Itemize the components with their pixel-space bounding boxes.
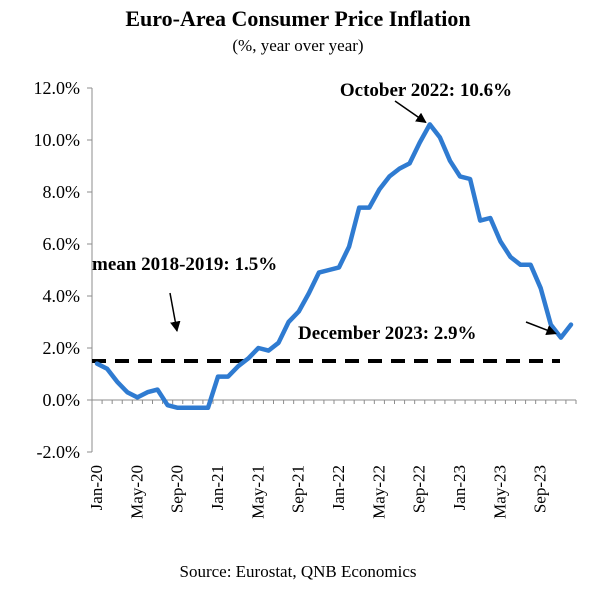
annotation-peak-label: October 2022: 10.6%	[340, 80, 512, 101]
annotation-mean-label: mean 2018-2019: 1.5%	[92, 254, 277, 275]
x-tick-label: Sep-21	[289, 465, 308, 513]
x-tick-label: Sep-22	[410, 465, 429, 513]
y-tick-label: 8.0%	[43, 182, 81, 202]
x-tick-label: Sep-20	[168, 465, 187, 513]
axes: 12.0% 10.0% 8.0% 6.0% 4.0% 2.0% 0.0% -2.0% Jan-2…	[34, 78, 577, 519]
x-tick-label: Sep-23	[531, 465, 550, 513]
x-tick-label: Jan-22	[329, 465, 348, 510]
chart-source: Source: Eurostat, QNB Economics	[179, 562, 417, 581]
x-tick-label: May-23	[490, 465, 509, 519]
x-tick-label: May-22	[369, 465, 388, 519]
x-tick-label: Jan-21	[208, 465, 227, 510]
inflation-series-line	[94, 122, 574, 411]
y-tick-label: 4.0%	[43, 286, 81, 306]
chart-subtitle: (%, year over year)	[232, 36, 364, 55]
x-tick-label: Jan-23	[450, 465, 469, 510]
annotation-mean-arrow	[169, 292, 181, 333]
x-tick-label: Jan-20	[87, 465, 106, 510]
x-tick-label: May-21	[248, 465, 267, 519]
annotation-dec-label: December 2023: 2.9%	[298, 323, 477, 344]
annotation-group: October 2022: 10.6% mean 2018-2019: 1.5% D…	[92, 80, 557, 344]
y-tick-label: 2.0%	[43, 338, 81, 358]
y-tick-label: 10.0%	[34, 130, 81, 150]
y-tick-label: 0.0%	[43, 390, 81, 410]
chart-title: Euro-Area Consumer Price Inflation	[125, 6, 471, 31]
annotation-dec-arrow	[525, 321, 557, 336]
annotation-peak-arrow	[394, 100, 427, 124]
y-tick-label: 6.0%	[43, 234, 81, 254]
y-tick-label: -2.0%	[37, 442, 81, 462]
x-tick-label: May-20	[127, 465, 146, 519]
series-group	[94, 122, 574, 411]
y-tick-label: 12.0%	[34, 78, 81, 98]
